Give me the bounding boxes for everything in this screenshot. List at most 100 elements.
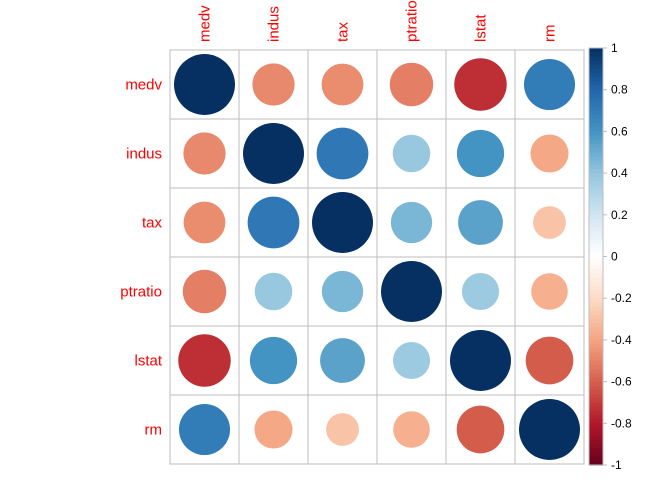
row-label-ptratio: ptratio bbox=[120, 284, 162, 301]
colorbar-segment bbox=[589, 381, 603, 387]
colorbar-tick-label: -1 bbox=[611, 458, 622, 472]
colorbar-segment bbox=[589, 452, 603, 458]
colorbar-segment bbox=[589, 231, 603, 237]
colorbar-segment bbox=[589, 331, 603, 337]
colorbar-segment bbox=[589, 256, 603, 262]
colorbar-segment bbox=[589, 344, 603, 349]
colorbar-segment bbox=[589, 360, 603, 366]
correlation-circle-ptratio-ptratio bbox=[381, 261, 442, 322]
colorbar-segment bbox=[589, 185, 603, 191]
colorbar-segment bbox=[589, 364, 603, 370]
correlation-circles bbox=[174, 54, 580, 460]
colorbar-segment bbox=[589, 335, 603, 341]
row-label-rm: rm bbox=[145, 422, 163, 439]
colorbar-segment bbox=[589, 127, 603, 132]
colorbar-tick-label: 0.8 bbox=[611, 83, 628, 97]
column-label-indus: indus bbox=[266, 6, 283, 42]
correlation-circle-medv-medv bbox=[174, 54, 235, 115]
correlation-circle-lstat-medv bbox=[178, 334, 231, 387]
colorbar-segment bbox=[589, 460, 603, 466]
colorbar-segment bbox=[589, 135, 603, 141]
colorbar-segment bbox=[589, 356, 603, 362]
colorbar-segment bbox=[589, 239, 603, 245]
row-label-indus: indus bbox=[126, 146, 162, 163]
row-label-medv: medv bbox=[125, 77, 162, 94]
correlation-circle-lstat-lstat bbox=[450, 330, 511, 391]
colorbar-segment bbox=[589, 206, 603, 212]
colorbar-segment bbox=[589, 143, 603, 149]
colorbar-segment bbox=[589, 264, 603, 270]
colorbar-segment bbox=[589, 327, 603, 333]
colorbar-segment bbox=[589, 114, 603, 120]
colorbar-segment bbox=[589, 319, 603, 324]
colorbar-segment bbox=[589, 73, 603, 78]
colorbar-segment bbox=[589, 285, 603, 291]
correlation-circle-rm-tax bbox=[326, 413, 359, 446]
correlation-circle-ptratio-rm bbox=[531, 273, 568, 310]
colorbar-segment bbox=[589, 339, 603, 345]
colorbar-segment bbox=[589, 56, 603, 62]
colorbar-segment bbox=[589, 289, 603, 295]
colorbar-segment bbox=[589, 294, 603, 299]
colorbar-segment bbox=[589, 181, 603, 187]
colorbar-segment bbox=[589, 98, 603, 103]
colorbar-segment bbox=[589, 419, 603, 424]
colorbar-segment bbox=[589, 423, 603, 429]
colorbar-segment bbox=[589, 385, 603, 391]
correlation-circle-indus-rm bbox=[530, 134, 569, 173]
colorbar-segment bbox=[589, 243, 603, 249]
colorbar-segment bbox=[589, 252, 603, 258]
correlation-circle-ptratio-medv bbox=[182, 269, 227, 314]
correlation-circle-tax-medv bbox=[183, 201, 226, 244]
colorbar-segment bbox=[589, 156, 603, 162]
colorbar-segment bbox=[589, 93, 603, 99]
correlation-circle-indus-indus bbox=[243, 123, 304, 184]
colorbar-segment bbox=[589, 431, 603, 437]
colorbar-segment bbox=[589, 314, 603, 320]
correlation-circle-lstat-indus bbox=[249, 336, 298, 385]
colorbar-segment bbox=[589, 102, 603, 107]
correlation-circle-tax-tax bbox=[312, 192, 373, 253]
column-label-tax: tax bbox=[335, 21, 352, 42]
colorbar-segment bbox=[589, 273, 603, 278]
colorbar-segment bbox=[589, 394, 603, 399]
colorbar-tick-label: -0.8 bbox=[611, 416, 632, 430]
correlation-circle-indus-tax bbox=[316, 127, 369, 180]
correlation-circle-rm-rm bbox=[519, 399, 580, 460]
colorbar-segment bbox=[589, 110, 603, 116]
colorbar-segment bbox=[589, 198, 603, 203]
colorbar-tick-label: -0.2 bbox=[611, 291, 632, 305]
correlation-circle-indus-medv bbox=[183, 132, 226, 175]
correlation-circle-indus-ptratio bbox=[392, 134, 431, 173]
colorbar-tick-label: 0.6 bbox=[611, 124, 628, 138]
correlation-circle-tax-ptratio bbox=[390, 201, 433, 244]
correlation-circle-indus-lstat bbox=[456, 129, 505, 178]
colorbar-segment bbox=[589, 218, 603, 224]
correlation-circle-medv-lstat bbox=[454, 58, 507, 111]
colorbar-segment bbox=[589, 410, 603, 416]
colorbar-segment bbox=[589, 414, 603, 420]
row-labels: medv indus tax ptratio lstat rm bbox=[120, 77, 163, 439]
colorbar-segment bbox=[589, 402, 603, 408]
colorbar-segment bbox=[589, 456, 603, 462]
colorbar-segment bbox=[589, 439, 603, 445]
column-label-ptratio: ptratio bbox=[404, 0, 421, 42]
correlation-circle-tax-indus bbox=[247, 196, 300, 249]
matrix-grid bbox=[169, 49, 585, 465]
colorbar-tick-label: 1 bbox=[611, 41, 618, 55]
colorbar-segment bbox=[589, 310, 603, 316]
colorbar-segment bbox=[589, 227, 603, 233]
colorbar-segment bbox=[589, 444, 603, 449]
correlation-circle-tax-rm bbox=[533, 206, 566, 239]
colorbar-segment bbox=[589, 77, 603, 82]
colorbar-segment bbox=[589, 85, 603, 91]
colorbar-segment bbox=[589, 406, 603, 412]
column-labels: medv indus tax ptratio lstat rm bbox=[197, 0, 559, 42]
colorbar-segment bbox=[589, 202, 603, 208]
colorbar-segment bbox=[589, 131, 603, 137]
grid-cell bbox=[514, 394, 585, 465]
colorbar-segment bbox=[589, 210, 603, 216]
colorbar-segment bbox=[589, 235, 603, 241]
colorbar-segment bbox=[589, 160, 603, 166]
